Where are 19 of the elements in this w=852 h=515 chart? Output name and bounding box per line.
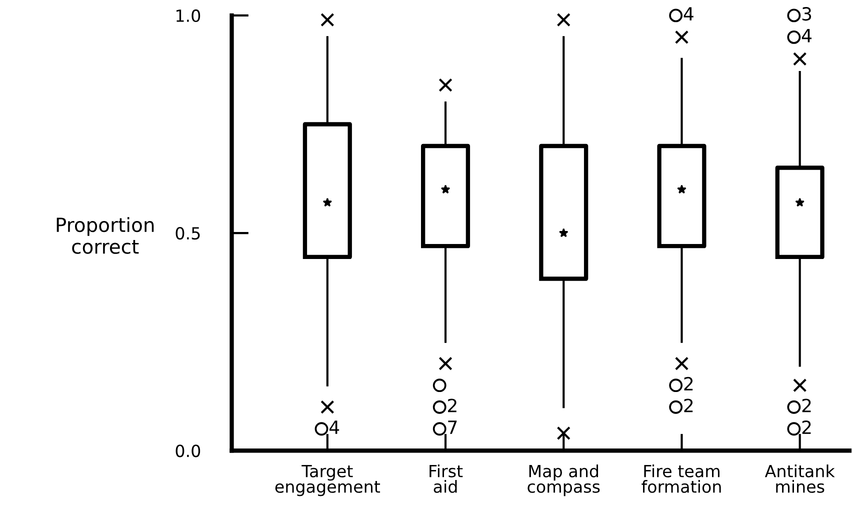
x-tick-label: Map and compass (528, 464, 600, 496)
y-axis-title: Proportion correct (56, 217, 154, 254)
x-tick-label: Target engagement (275, 465, 380, 496)
annotation: 2 (802, 398, 811, 412)
annotation: 2 (448, 398, 456, 412)
annotation: 4 (684, 7, 694, 20)
x-tick-label: First aid (430, 464, 463, 493)
x-tick-label: Fire team formation (642, 464, 721, 493)
y-tick-label: 1.0 (176, 9, 200, 22)
annotation: 2 (802, 420, 811, 434)
annotation: 4 (802, 29, 812, 42)
annotation: 4 (329, 420, 340, 434)
annotation: 3 (802, 7, 812, 21)
y-tick-label: 0.0 (176, 444, 200, 458)
annotation: 2 (684, 398, 693, 412)
x-tick-label: Antitank mines (764, 464, 835, 493)
annotation: 7 (448, 420, 457, 434)
annotation: 2 (684, 376, 693, 390)
y-tick-label: 0.5 (176, 227, 200, 240)
